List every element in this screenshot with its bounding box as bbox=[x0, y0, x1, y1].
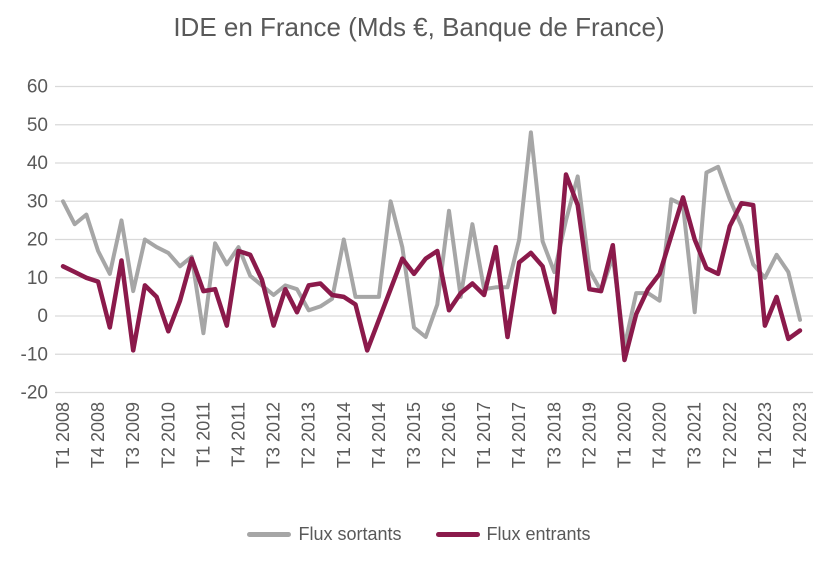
x-axis-tick-label: T1 2008 bbox=[53, 402, 73, 468]
y-axis-tick-label: -20 bbox=[21, 383, 48, 404]
x-axis-tick-label: T3 2018 bbox=[544, 402, 564, 468]
y-axis-tick-label: 50 bbox=[27, 115, 48, 136]
x-axis-tick-label: T1 2011 bbox=[193, 402, 213, 467]
x-axis-tick-label: T4 2014 bbox=[369, 402, 389, 468]
x-axis-tick-label: T2 2016 bbox=[439, 402, 459, 468]
x-axis-tick-label: T2 2022 bbox=[720, 402, 740, 468]
legend-item-flux-entrants: Flux entrants bbox=[435, 524, 591, 545]
x-axis-tick-label: T3 2012 bbox=[264, 402, 284, 468]
x-axis-tick-label: T2 2013 bbox=[299, 402, 319, 468]
y-axis-tick-label: 10 bbox=[27, 268, 48, 289]
legend-item-flux-sortants: Flux sortants bbox=[247, 524, 402, 545]
flux-sortants-swatch-icon bbox=[247, 532, 292, 537]
x-axis-tick-label: T4 2008 bbox=[88, 402, 108, 468]
x-axis-tick-label: T2 2019 bbox=[579, 402, 599, 468]
x-axis-tick-label: T4 2017 bbox=[509, 402, 529, 468]
chart-legend: Flux sortants Flux entrants bbox=[0, 524, 838, 545]
x-axis-tick-label: T3 2021 bbox=[685, 402, 705, 468]
y-axis-tick-label: 30 bbox=[27, 191, 48, 212]
x-axis-tick-label: T4 2020 bbox=[650, 402, 670, 468]
x-axis-tick-label: T3 2009 bbox=[123, 402, 143, 468]
x-axis-tick-label: T1 2020 bbox=[615, 402, 635, 468]
x-axis-tick-label: T3 2015 bbox=[404, 402, 424, 468]
y-axis-tick-label: 60 bbox=[27, 77, 48, 98]
x-axis-tick-label: T1 2023 bbox=[755, 402, 775, 468]
flux-entrants-swatch-icon bbox=[435, 532, 480, 537]
x-axis-tick-label: T1 2017 bbox=[474, 402, 494, 468]
legend-label-flux-sortants: Flux sortants bbox=[298, 524, 402, 544]
legend-label-flux-entrants: Flux entrants bbox=[486, 524, 591, 544]
flux-sortants-line bbox=[61, 130, 802, 349]
x-axis-tick-label: T2 2010 bbox=[158, 402, 178, 468]
y-axis-tick-label: 40 bbox=[27, 153, 48, 174]
y-axis-tick-label: -10 bbox=[21, 344, 48, 365]
chart-title: IDE en France (Mds €, Banque de France) bbox=[173, 12, 665, 42]
x-axis-tick-label: T4 2011 bbox=[228, 402, 248, 467]
y-axis-tick-label: 20 bbox=[27, 230, 48, 251]
y-axis-tick-label: 0 bbox=[37, 306, 48, 327]
x-axis-tick-label: T4 2023 bbox=[790, 402, 810, 468]
x-axis-tick-label: T1 2014 bbox=[334, 402, 354, 468]
flux-entrants-line bbox=[60, 172, 803, 363]
